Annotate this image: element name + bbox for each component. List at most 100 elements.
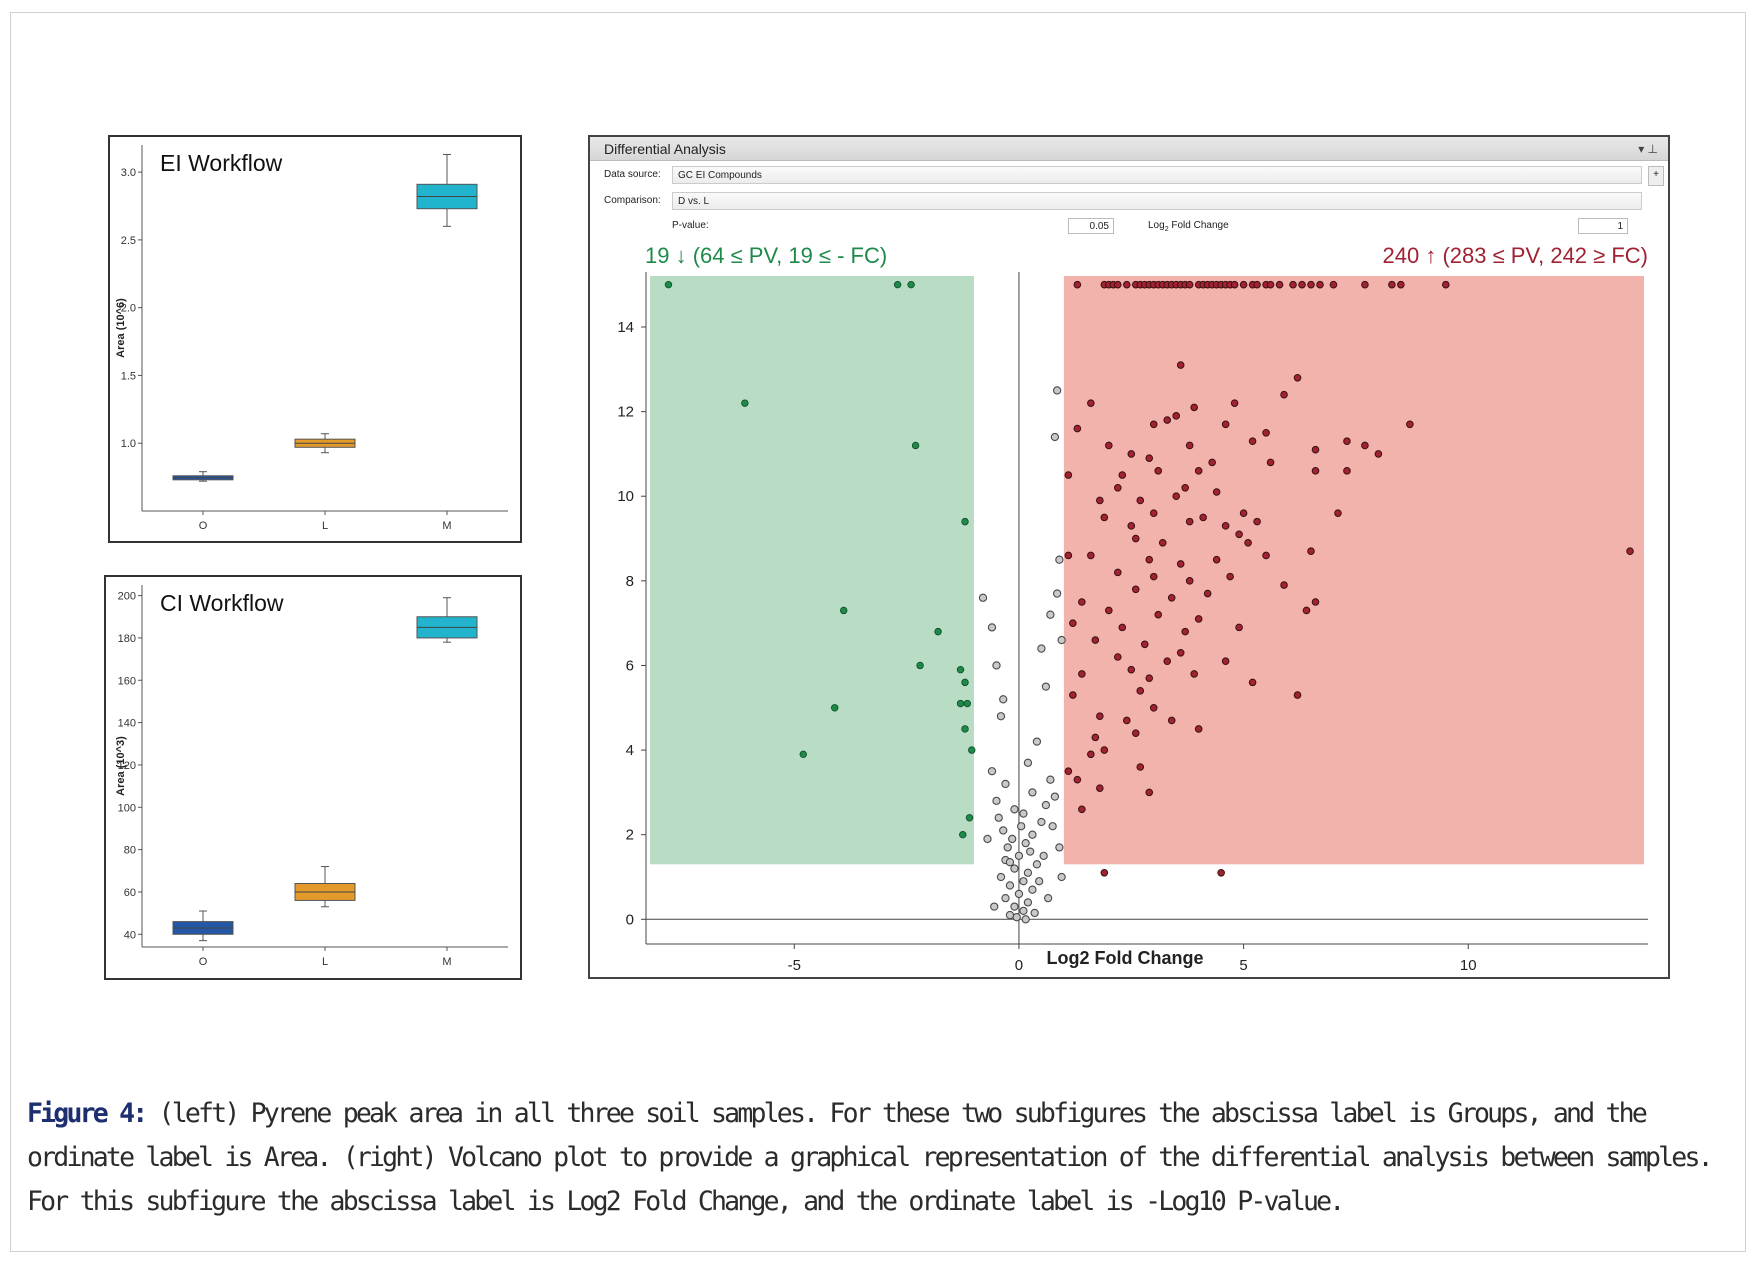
non-significant-point (1005, 881, 1015, 890)
comparison-select[interactable]: D vs. L (672, 192, 1642, 210)
non-significant-point (1023, 868, 1033, 877)
comparison-row: Comparison: D vs. L (590, 189, 1668, 215)
up-regulated-point (1131, 585, 1140, 594)
up-regulated-point (1118, 471, 1127, 479)
up-regulated-point (1091, 636, 1100, 644)
non-significant-point (1010, 805, 1019, 814)
up-regulated-point (1181, 627, 1189, 636)
x-tick-label: O (199, 956, 208, 968)
up-regulated-point (1239, 280, 1248, 289)
up-regulated-point (1307, 547, 1315, 556)
up-regulated-point (1069, 691, 1077, 699)
up-regulated-point (1235, 530, 1243, 539)
caption-text: (left) Pyrene peak area in all three soi… (27, 1098, 1714, 1217)
up-regulated-point (1113, 568, 1122, 577)
up-regulated-point (1248, 437, 1257, 446)
non-significant-point (1017, 822, 1026, 831)
up-regulated-point (1105, 606, 1113, 615)
non-significant-point (1052, 589, 1062, 598)
up-regulated-point (1374, 450, 1383, 458)
non-significant-point (1050, 432, 1060, 442)
non-significant-point (1039, 851, 1048, 860)
up-regulated-point (1176, 648, 1185, 657)
add-icon[interactable]: + (1648, 166, 1664, 186)
up-regulated-point (1167, 593, 1176, 602)
y-tick-label: 140 (118, 718, 136, 730)
up-regulated-point (1096, 712, 1104, 721)
non-significant-point (1037, 644, 1046, 653)
up-regulated-point (1280, 581, 1288, 589)
up-regulated-point (1311, 598, 1320, 606)
up-regulated-point (1154, 610, 1163, 619)
up-regulated-point (1149, 509, 1158, 517)
non-significant-point (1023, 758, 1033, 767)
y-axis-label: Area (10^3) (115, 736, 127, 796)
up-regulated-point (1127, 522, 1136, 530)
x-tick-label: M (442, 956, 451, 968)
pvalue-input[interactable]: 0.05 (1068, 218, 1114, 234)
up-regulated-point (1145, 788, 1154, 797)
up-regulated-point (1262, 428, 1270, 437)
y-tick-label: 10 (617, 488, 634, 505)
up-regulated-point (1113, 280, 1122, 289)
up-regulated-point (1064, 767, 1073, 776)
figure-caption: Figure 4: (left) Pyrene peak area in all… (27, 1092, 1727, 1224)
up-regulated-point (1185, 517, 1194, 526)
y-tick-label: 80 (124, 845, 136, 857)
non-significant-point (1014, 851, 1024, 860)
up-regulated-point (1127, 665, 1136, 674)
up-regulated-point (1113, 483, 1122, 492)
figure-frame (10, 12, 1746, 1252)
y-tick-label: 2.5 (121, 235, 136, 247)
up-regulated-point (1176, 361, 1185, 369)
up-regulated-point (1361, 280, 1369, 289)
data-source-select[interactable]: GC EI Compounds (672, 166, 1642, 184)
up-regulated-point (1307, 280, 1315, 289)
fold-change-input[interactable]: 1 (1578, 218, 1628, 234)
y-tick-label: 60 (124, 887, 136, 899)
down-regulated-region (650, 276, 975, 865)
up-regulated-point (1212, 488, 1221, 496)
up-regulated-point (1361, 441, 1369, 450)
down-regulated-point (907, 280, 915, 289)
non-significant-point (1021, 839, 1030, 848)
up-regulated-point (1185, 577, 1194, 585)
non-significant-point (1043, 894, 1053, 903)
y-tick-label: 4 (626, 742, 634, 759)
non-significant-point (1035, 877, 1044, 886)
up-regulated-point (1289, 280, 1297, 289)
non-significant-point (1032, 737, 1042, 746)
fold-change-label: Log2 Fold Change (1148, 220, 1229, 233)
non-significant-point (1023, 898, 1033, 907)
up-regulated-point (1078, 598, 1086, 606)
up-regulated-point (1073, 775, 1082, 784)
up-regulated-point (1230, 399, 1239, 407)
up-regulated-point (1100, 746, 1109, 754)
non-significant-point (1048, 822, 1057, 831)
y-tick-label: 120 (118, 760, 136, 772)
up-regulated-point (1194, 615, 1203, 623)
y-tick-label: 3.0 (121, 167, 136, 179)
non-significant-point (990, 902, 999, 911)
y-tick-label: 12 (617, 404, 634, 421)
non-significant-point (1012, 913, 1021, 922)
down-regulated-point (961, 517, 969, 526)
up-regulated-point (1343, 437, 1351, 446)
up-regulated-point (1096, 496, 1104, 505)
down-regulated-point (963, 699, 971, 708)
y-tick-label: 160 (118, 675, 136, 687)
up-regulated-point (1158, 538, 1167, 547)
up-regulated-point (1343, 467, 1351, 475)
up-regulated-point (1266, 280, 1275, 289)
down-regulated-point (664, 280, 673, 289)
up-regulated-point (1266, 458, 1275, 467)
up-regulated-point (1253, 280, 1261, 289)
down-regulated-point (893, 280, 902, 289)
up-regulated-point (1316, 280, 1324, 289)
up-regulated-point (1190, 403, 1198, 412)
up-regulated-point (1131, 729, 1140, 737)
non-significant-point (996, 712, 1006, 721)
non-significant-point (987, 767, 997, 776)
pin-icon[interactable]: ▾ ⊥ (1638, 142, 1658, 156)
